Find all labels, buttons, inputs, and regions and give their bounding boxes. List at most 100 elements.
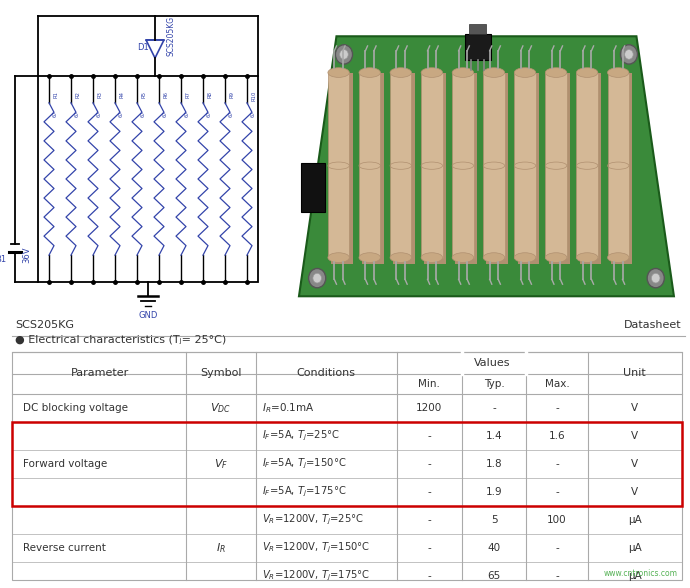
Text: V: V xyxy=(631,403,638,413)
Text: V: V xyxy=(631,459,638,469)
Text: R3: R3 xyxy=(97,91,102,98)
Bar xyxy=(331,72,353,263)
Ellipse shape xyxy=(452,68,473,78)
Text: R1: R1 xyxy=(53,91,58,98)
Bar xyxy=(465,34,491,61)
Circle shape xyxy=(647,269,664,288)
Text: Unit: Unit xyxy=(623,368,646,378)
Text: 1.6: 1.6 xyxy=(549,431,565,441)
Text: 67: 67 xyxy=(119,110,124,117)
Circle shape xyxy=(624,49,633,59)
Text: GND: GND xyxy=(138,311,158,320)
Text: 100: 100 xyxy=(547,515,566,525)
Text: $I_R$: $I_R$ xyxy=(216,541,226,555)
Ellipse shape xyxy=(576,68,598,78)
Circle shape xyxy=(620,45,638,64)
Ellipse shape xyxy=(390,253,411,262)
Text: -: - xyxy=(427,515,431,525)
Circle shape xyxy=(313,273,322,283)
Text: DC blocking voltage: DC blocking voltage xyxy=(23,403,128,413)
Ellipse shape xyxy=(421,253,442,262)
Bar xyxy=(390,72,411,258)
Text: $I_R$=0.1mA: $I_R$=0.1mA xyxy=(262,402,315,415)
Text: R4: R4 xyxy=(119,91,124,98)
Text: $V_R$=1200V, $T_j$=25°C: $V_R$=1200V, $T_j$=25°C xyxy=(262,513,364,527)
Bar xyxy=(469,24,486,34)
Ellipse shape xyxy=(328,68,349,78)
Bar xyxy=(393,72,415,263)
Ellipse shape xyxy=(483,68,504,78)
Text: μA: μA xyxy=(628,543,642,553)
Text: Min.: Min. xyxy=(418,379,440,389)
Text: R8: R8 xyxy=(207,91,212,98)
Bar xyxy=(514,72,535,258)
Circle shape xyxy=(651,273,660,283)
Text: $V_R$=1200V, $T_j$=175°C: $V_R$=1200V, $T_j$=175°C xyxy=(262,569,371,583)
Text: D1: D1 xyxy=(137,42,149,52)
Ellipse shape xyxy=(328,253,349,262)
Text: R2: R2 xyxy=(75,91,80,98)
Text: 5: 5 xyxy=(491,515,497,525)
Text: Parameter: Parameter xyxy=(71,368,130,378)
Text: -: - xyxy=(555,543,559,553)
Ellipse shape xyxy=(514,253,535,262)
Text: $V_R$=1200V, $T_j$=150°C: $V_R$=1200V, $T_j$=150°C xyxy=(262,541,371,555)
Text: 36V: 36V xyxy=(22,247,31,263)
Ellipse shape xyxy=(421,68,442,78)
Text: Typ.: Typ. xyxy=(484,379,504,389)
Bar xyxy=(424,72,446,263)
Bar xyxy=(12,422,682,506)
Bar xyxy=(518,72,539,263)
Text: Forward voltage: Forward voltage xyxy=(23,459,107,469)
Text: -: - xyxy=(427,543,431,553)
Text: Conditions: Conditions xyxy=(297,368,356,378)
Bar xyxy=(580,72,601,263)
Ellipse shape xyxy=(514,68,535,78)
Text: 1.4: 1.4 xyxy=(486,431,502,441)
Text: -: - xyxy=(427,459,431,469)
Text: $I_F$=5A, $T_j$=25°C: $I_F$=5A, $T_j$=25°C xyxy=(262,429,340,443)
Text: -: - xyxy=(555,571,559,581)
Text: 40: 40 xyxy=(488,543,501,553)
Circle shape xyxy=(339,49,348,59)
Text: www.cntronics.com: www.cntronics.com xyxy=(604,569,678,578)
Ellipse shape xyxy=(359,68,380,78)
Text: Datasheet: Datasheet xyxy=(624,320,682,330)
Text: 67: 67 xyxy=(207,110,212,117)
Text: ● Electrical characteristics (Tⱼ= 25°C): ● Electrical characteristics (Tⱼ= 25°C) xyxy=(15,335,226,345)
Circle shape xyxy=(308,269,326,288)
Ellipse shape xyxy=(359,253,380,262)
Bar xyxy=(545,72,566,258)
Bar xyxy=(421,72,442,258)
Text: R10: R10 xyxy=(251,91,256,101)
Bar xyxy=(549,72,570,263)
Text: Symbol: Symbol xyxy=(200,368,242,378)
Bar xyxy=(483,72,504,258)
Bar xyxy=(486,72,508,263)
Text: 1.9: 1.9 xyxy=(486,487,502,497)
Bar xyxy=(328,72,349,258)
Text: -: - xyxy=(492,403,496,413)
Text: Reverse current: Reverse current xyxy=(23,543,106,553)
Ellipse shape xyxy=(452,253,473,262)
Text: 67: 67 xyxy=(75,110,80,117)
Text: 67: 67 xyxy=(97,110,102,117)
Text: 67: 67 xyxy=(251,110,256,117)
Polygon shape xyxy=(299,36,674,296)
Text: V: V xyxy=(631,487,638,497)
Text: $I_F$=5A, $T_j$=175°C: $I_F$=5A, $T_j$=175°C xyxy=(262,485,346,499)
Text: R9: R9 xyxy=(229,91,234,98)
Text: Values: Values xyxy=(474,358,511,368)
Ellipse shape xyxy=(545,253,566,262)
Text: 67: 67 xyxy=(185,110,190,117)
Text: SCS205KG: SCS205KG xyxy=(15,320,74,330)
Text: 1200: 1200 xyxy=(416,403,442,413)
Text: $V_{DC}$: $V_{DC}$ xyxy=(210,402,231,415)
Text: 67: 67 xyxy=(53,110,58,117)
Bar xyxy=(301,163,325,212)
Bar xyxy=(362,72,384,263)
Text: SCS205KG: SCS205KG xyxy=(167,15,176,56)
Text: R5: R5 xyxy=(141,91,146,98)
Ellipse shape xyxy=(607,68,629,78)
Text: 1.8: 1.8 xyxy=(486,459,502,469)
